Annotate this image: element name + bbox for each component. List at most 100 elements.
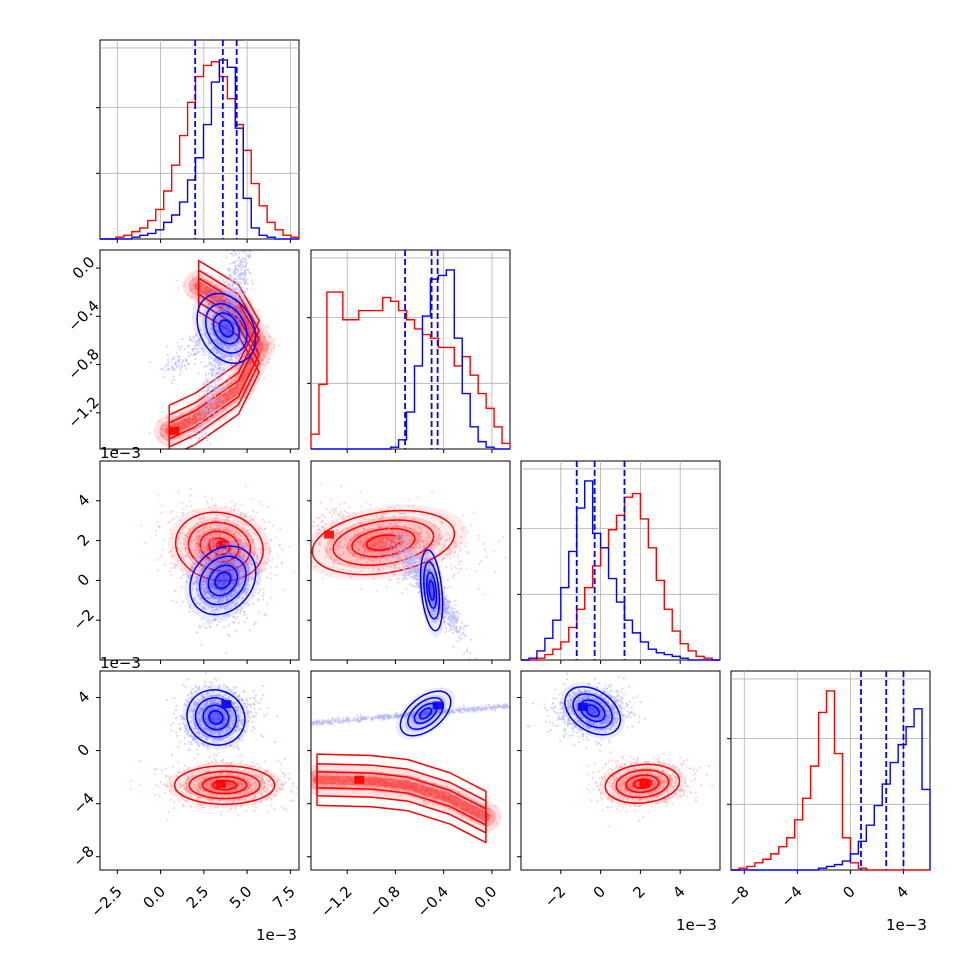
- density-peak: [432, 701, 443, 710]
- contours-blue: [191, 287, 261, 370]
- x-tick-label: −1.2: [317, 882, 355, 920]
- density-peak: [221, 700, 232, 709]
- density-fill: [396, 687, 456, 740]
- x-tick-label: −4: [777, 882, 805, 910]
- x-tick-label: −2: [541, 882, 569, 910]
- contours-blue: [396, 687, 456, 740]
- contours-blue: [184, 540, 262, 621]
- x-tick-label: 5.0: [226, 882, 256, 912]
- density-fill: [418, 706, 433, 721]
- contour-line: [198, 555, 247, 606]
- contour-line: [316, 763, 487, 834]
- scatter-red: [311, 771, 502, 826]
- panel-frame: [310, 460, 511, 661]
- y-tick-label: −8: [69, 842, 97, 870]
- contours-red: [598, 760, 687, 807]
- y-tick-label: 0: [74, 570, 93, 589]
- scatter-panel-0-1: [96, 249, 300, 453]
- contours-red: [311, 504, 468, 581]
- scatter-panel-1-3: [307, 670, 511, 874]
- panel-frame: [99, 249, 300, 450]
- density-peak: [639, 779, 650, 788]
- contour-line: [572, 693, 613, 729]
- x-tick-label: 2: [629, 882, 648, 901]
- scatter-panel-0-3: [96, 670, 300, 874]
- x-offset-label: 1e−3: [256, 926, 297, 944]
- contour-line: [399, 690, 452, 737]
- contour-line: [564, 686, 622, 736]
- scatter-panel-2-3: [517, 670, 721, 874]
- panel-frame: [99, 670, 300, 871]
- contour-line: [426, 571, 438, 609]
- density-fill: [200, 702, 232, 733]
- hist-panel-0: [96, 39, 300, 243]
- hist-blue: [311, 269, 510, 450]
- contour-line: [212, 312, 240, 345]
- contour-line: [615, 769, 670, 799]
- contour-line: [214, 571, 232, 590]
- y-tick-label: −2: [69, 606, 97, 634]
- x-tick-label: −0.4: [414, 882, 452, 920]
- hist-panel-1: [307, 249, 511, 453]
- contour-line: [208, 710, 224, 725]
- panel-frame: [520, 460, 721, 661]
- x-tick-label: 0.0: [471, 882, 501, 912]
- hist-red: [521, 492, 720, 661]
- y-offset-label: 1e−3: [100, 444, 141, 462]
- y-tick-label: 0.0: [69, 253, 99, 283]
- x-offset-label: 1e−3: [886, 916, 927, 934]
- contour-line: [186, 689, 246, 746]
- hist-panel-3: [727, 670, 931, 874]
- hist-panel-2: [517, 460, 721, 664]
- x-tick-label: −8: [724, 882, 752, 910]
- density-peak: [354, 775, 365, 784]
- y-tick-label: −4: [69, 789, 97, 817]
- contour-line: [189, 545, 257, 616]
- hist-blue: [100, 59, 299, 240]
- density-fill: [412, 701, 439, 726]
- contour-line: [207, 564, 239, 597]
- density-fill: [184, 540, 262, 621]
- contour-line: [316, 771, 487, 826]
- contour-line: [201, 775, 248, 795]
- contour-line: [188, 770, 261, 800]
- density-fill: [311, 764, 502, 833]
- x-tick-label: −2.5: [87, 882, 125, 920]
- panel-frame: [730, 670, 931, 871]
- x-offset-label: 1e−3: [676, 916, 717, 934]
- panel-frame: [310, 249, 511, 450]
- contour-line: [218, 319, 234, 338]
- scatter-panel-1-2: [307, 460, 511, 664]
- density-peak: [216, 540, 227, 549]
- hist-blue: [521, 480, 720, 661]
- panel-frame: [99, 39, 300, 240]
- contour-line: [196, 292, 257, 364]
- contours-red: [311, 753, 502, 844]
- contour-line: [204, 303, 248, 354]
- contour-line: [316, 753, 487, 844]
- contour-line: [428, 580, 436, 601]
- contours-blue: [560, 682, 626, 740]
- density-peak: [169, 426, 180, 435]
- x-tick-label: −0.8: [365, 882, 403, 920]
- density-fill: [195, 552, 250, 609]
- contour-line: [351, 527, 416, 558]
- x-tick-label: 7.5: [269, 882, 299, 912]
- hist-red: [731, 690, 930, 871]
- y-tick-label: 2: [74, 531, 93, 550]
- density-fill: [181, 684, 250, 750]
- contours-red: [165, 762, 284, 808]
- y-tick-label: 4: [74, 491, 93, 510]
- panel-frame: [310, 670, 511, 871]
- contours-blue: [418, 542, 445, 638]
- hist-red: [310, 291, 511, 449]
- y-tick-label: 0: [74, 741, 93, 760]
- contour-line: [407, 696, 445, 730]
- contour-line: [419, 549, 444, 632]
- scatter-blue: [311, 703, 510, 727]
- contour-line: [423, 561, 441, 620]
- contour-line: [173, 765, 276, 806]
- y-tick-label: 4: [74, 687, 93, 706]
- scatter-panel-0-2: [96, 460, 300, 664]
